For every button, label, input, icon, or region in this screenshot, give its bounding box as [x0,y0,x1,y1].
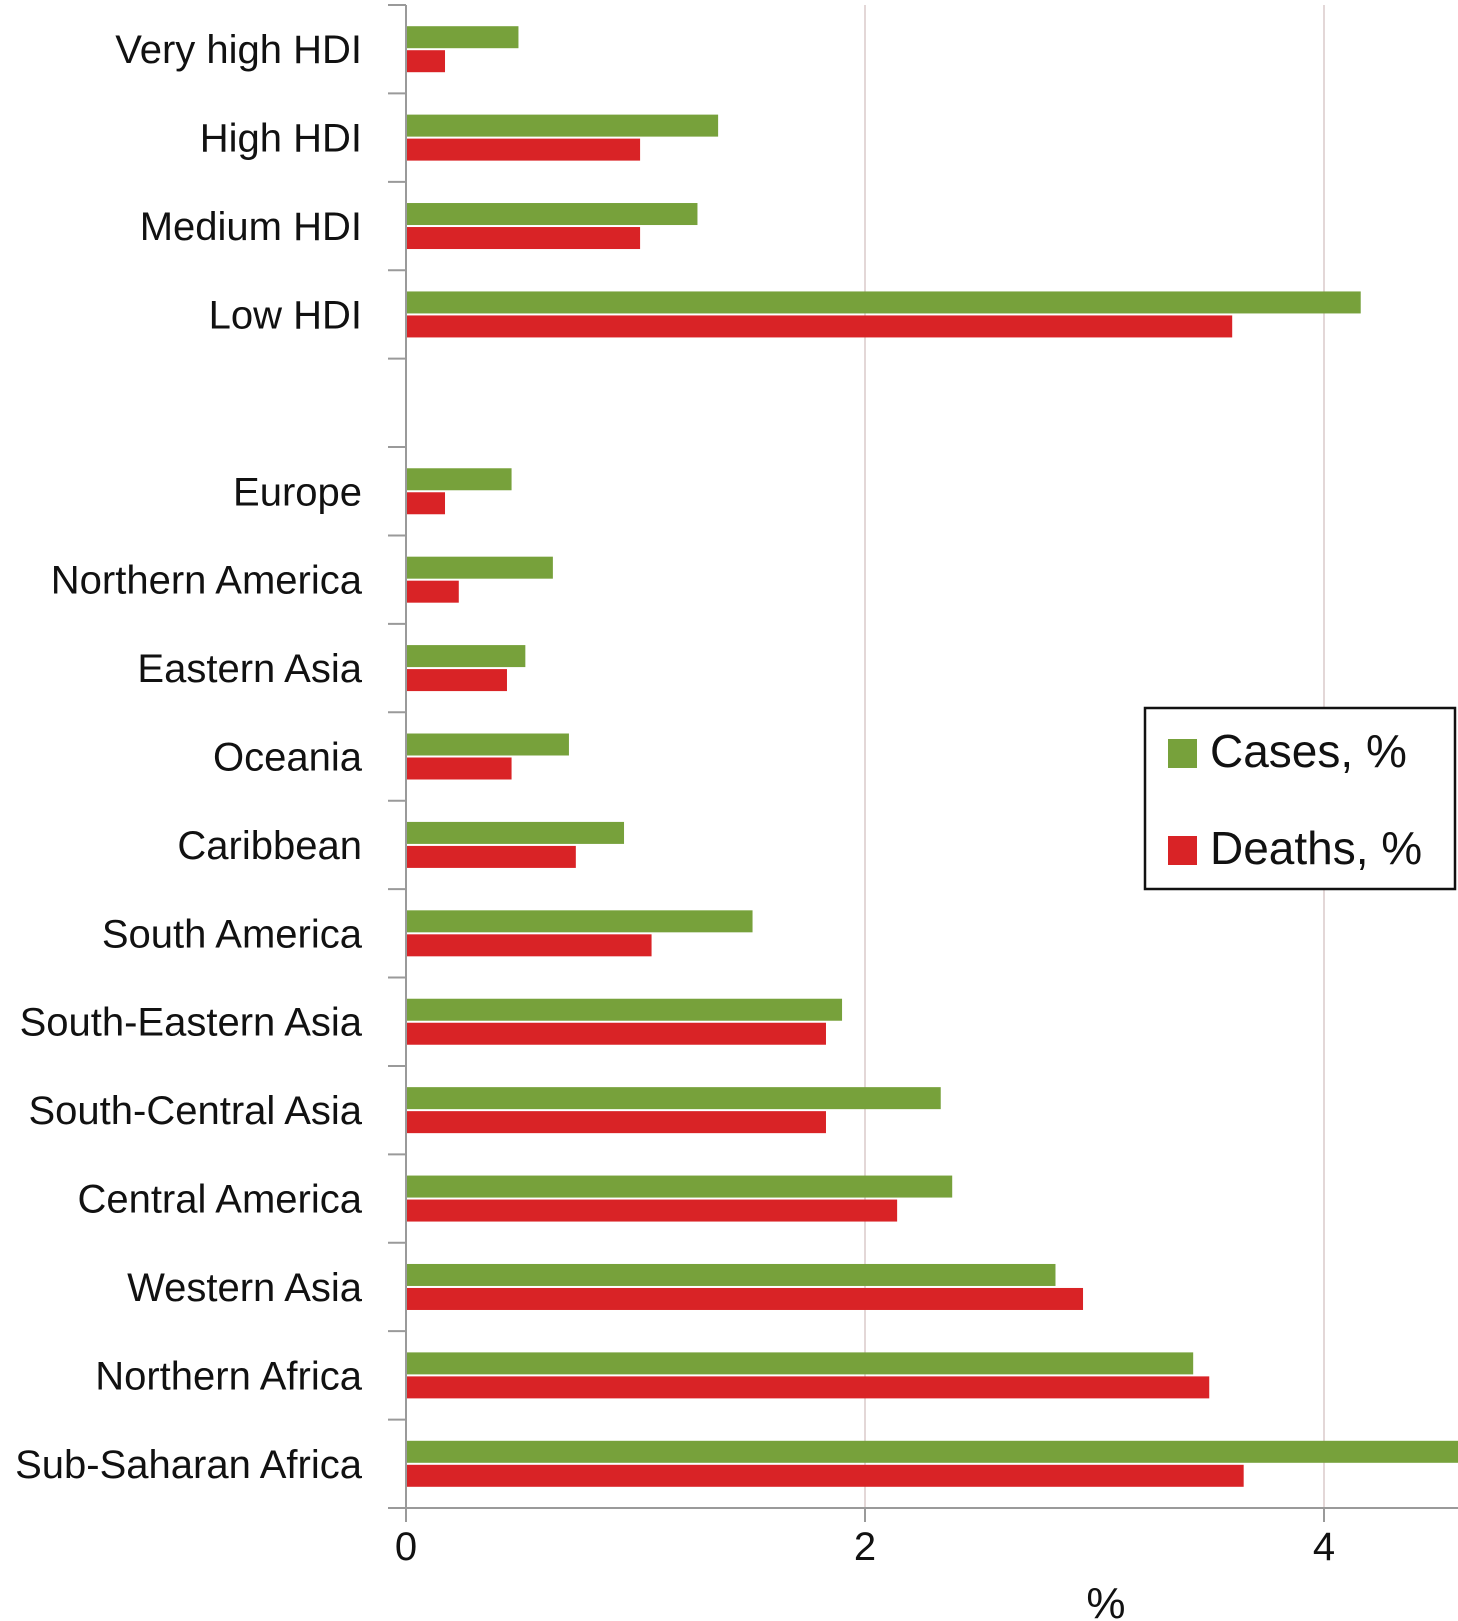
legend: Cases, % Deaths, % [1143,706,1457,891]
x-tick-label: 0 [395,1525,417,1569]
category-label: Eastern Asia [137,647,362,691]
category-label: Western Asia [127,1266,363,1310]
bar-deaths [406,1464,1244,1487]
bars [406,26,1458,1487]
x-axis-title: % [1086,1579,1125,1621]
category-label: Central America [77,1178,362,1222]
category-label: High HDI [200,117,362,161]
bar-deaths [406,50,446,73]
bar-cases [406,645,526,668]
bar-cases [406,1087,941,1110]
bar-deaths [406,934,652,957]
bar-deaths [406,1287,1084,1310]
bar-deaths [406,757,512,780]
category-label: Very high HDI [115,28,362,72]
bar-deaths [406,1022,826,1045]
bar-deaths [406,1376,1210,1399]
bar-deaths [406,138,641,161]
bar-deaths [406,492,446,515]
bar-deaths [406,315,1233,338]
x-tick-label: 4 [1313,1525,1335,1569]
category-label: Oceania [213,736,363,780]
category-label: Northern America [51,559,363,603]
bar-cases [406,468,512,491]
category-label: South America [102,912,363,956]
bar-cases [406,1352,1194,1375]
legend-swatch-cases [1168,739,1197,768]
category-label: Europe [233,470,362,514]
bar-cases [406,1175,953,1198]
bar-cases [406,910,753,933]
bar-deaths [406,1111,826,1134]
category-label: South-Eastern Asia [20,1001,363,1045]
category-label: South-Central Asia [28,1089,362,1133]
category-label: Northern Africa [95,1354,363,1398]
bar-cases [406,114,719,137]
legend-label-cases: Cases, % [1210,725,1407,777]
legend-label-deaths: Deaths, % [1210,822,1422,874]
bar-deaths [406,580,459,603]
x-tick-labels: 0246 [395,1525,1335,1569]
bar-deaths [406,845,576,868]
bar-cases [406,556,553,579]
bar-cases [406,998,843,1021]
bar-cases [406,821,625,844]
x-tick-label: 2 [854,1525,876,1569]
bar-deaths [406,669,507,692]
bar-cases [406,26,519,49]
axes [388,4,1458,1522]
category-labels: Very high HDI High HDI Medium HDI Low HDI Eu… [15,28,363,1487]
bar-cases [406,1263,1056,1286]
category-label: Medium HDI [140,205,362,249]
bar-cases [406,733,569,756]
bar-deaths [406,227,641,250]
bar-cases [406,1440,1458,1463]
category-label: Low HDI [209,293,362,337]
bar-deaths [406,1199,898,1222]
bar-cases [406,291,1361,314]
category-label: Caribbean [177,824,362,868]
category-label: Sub-Saharan Africa [15,1443,363,1487]
bar-cases [406,203,698,226]
legend-swatch-deaths [1168,836,1197,865]
